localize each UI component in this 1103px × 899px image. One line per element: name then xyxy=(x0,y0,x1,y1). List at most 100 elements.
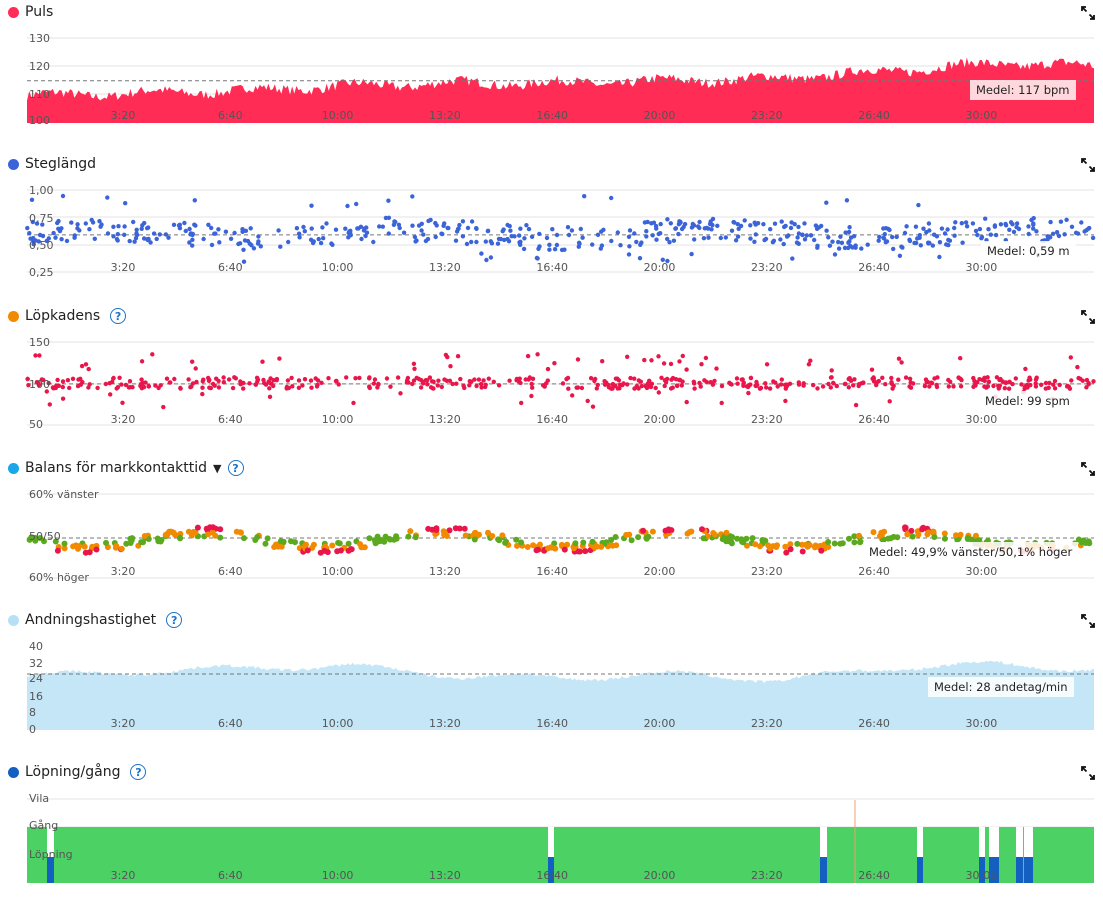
lopkadens-point xyxy=(1069,378,1074,383)
lopkadens-point xyxy=(308,378,314,383)
steglangd-point xyxy=(601,227,606,232)
expand-icon[interactable] xyxy=(1081,766,1095,780)
y-tick-label: 60% vänster xyxy=(29,488,99,501)
steglangd-point xyxy=(401,230,407,235)
panel-puls: 130 120 110 100 3:20 6:40 10:00 13:20 16:40 20:00… xyxy=(0,0,1103,152)
lopkadens-point xyxy=(139,359,145,364)
lopkadens-point xyxy=(411,378,417,383)
lopkadens-point xyxy=(172,376,177,382)
walking-segment xyxy=(917,857,923,883)
steglangd-point xyxy=(723,235,728,240)
balans-point xyxy=(292,539,298,546)
expand-icon[interactable] xyxy=(1081,310,1095,324)
x-tick-label: 3:20 xyxy=(111,413,136,426)
steglangd-point xyxy=(836,246,842,251)
walking-segment xyxy=(979,857,985,883)
chevron-down-icon[interactable]: ▼ xyxy=(213,461,222,475)
lopkadens-point xyxy=(233,376,238,381)
help-icon[interactable]: ? xyxy=(110,308,127,324)
steglangd-point xyxy=(550,227,555,232)
steglangd-point xyxy=(193,223,198,228)
y-tick-label: 0,75 xyxy=(29,212,54,225)
steglangd-point xyxy=(354,201,359,207)
steglangd-point xyxy=(228,236,234,241)
lopkadens-point xyxy=(853,402,859,408)
lopkadens-point xyxy=(474,383,479,389)
x-tick-label: 10:00 xyxy=(322,565,354,578)
steglangd-point xyxy=(183,228,188,234)
lopkadens-point xyxy=(602,382,608,387)
lopkadens-point xyxy=(1057,382,1062,388)
balans-point xyxy=(217,526,224,533)
lopkadens-point xyxy=(710,382,716,387)
expand-icon[interactable] xyxy=(1081,6,1095,20)
balans-point xyxy=(857,538,864,545)
steglangd-point xyxy=(517,233,522,238)
lopkadens-point xyxy=(670,385,675,390)
steglangd-point xyxy=(952,233,957,238)
lopkadens-point xyxy=(150,352,155,357)
x-tick-label: 23:20 xyxy=(751,565,783,578)
lopkadens-point xyxy=(763,381,768,386)
expand-icon[interactable] xyxy=(1081,462,1095,476)
steglangd-point xyxy=(658,231,663,236)
x-tick-label: 6:40 xyxy=(218,869,243,882)
balans-chart: 60% vänster 50/50 60% höger 3:20 6:40 10:00 13… xyxy=(26,488,1094,584)
steglangd-point xyxy=(116,224,121,229)
lopkadens-point xyxy=(645,381,651,386)
help-icon[interactable]: ? xyxy=(130,764,147,780)
steglangd-point xyxy=(689,251,694,257)
expand-icon[interactable] xyxy=(1081,158,1095,172)
steglangd-legend-dot xyxy=(8,158,19,170)
balans-point xyxy=(252,537,259,543)
balans-point xyxy=(973,532,979,539)
steglangd-point xyxy=(410,223,415,228)
lopkadens-point xyxy=(443,352,449,358)
lopkadens-point xyxy=(472,377,477,382)
steglangd-point xyxy=(25,225,30,231)
lopkadens-point xyxy=(507,378,512,383)
steglangd-point xyxy=(1029,217,1034,223)
lopkadens-point xyxy=(775,384,780,389)
x-tick-label: 20:00 xyxy=(644,565,676,578)
lopkadens-point xyxy=(1051,382,1056,387)
steglangd-point xyxy=(912,240,917,246)
steglangd-point xyxy=(615,230,620,235)
steglangd-point xyxy=(242,238,248,243)
lopkadens-point xyxy=(247,381,252,386)
lopkadens-point xyxy=(271,383,276,389)
lopkadens-point xyxy=(431,379,436,384)
lopkadens-point xyxy=(714,366,719,371)
balans-point xyxy=(280,538,287,545)
lopkadens-point xyxy=(119,382,124,387)
steglangd-point xyxy=(578,226,583,232)
help-icon[interactable]: ? xyxy=(227,460,244,476)
walking-segment xyxy=(820,857,827,883)
balans-point xyxy=(54,547,61,554)
x-tick-label: 30:00 xyxy=(966,261,998,274)
steglangd-point xyxy=(850,245,855,250)
lopkadens-point xyxy=(677,359,682,364)
lopkadens-point xyxy=(127,385,133,390)
steglangd-point xyxy=(802,221,807,226)
lopkadens-point xyxy=(83,362,89,367)
steglangd-point xyxy=(485,228,491,234)
balans-point xyxy=(818,547,825,554)
lopkadens-point xyxy=(253,382,258,387)
lopkadens-point xyxy=(911,381,916,386)
help-icon[interactable]: ? xyxy=(166,612,183,628)
steglangd-point xyxy=(294,226,300,231)
steglangd-point xyxy=(824,200,829,205)
lopkadens-point xyxy=(829,375,834,380)
steglangd-point xyxy=(1026,231,1031,237)
lopkadens-point xyxy=(467,383,472,388)
steglangd-point xyxy=(790,256,795,261)
x-tick-label: 10:00 xyxy=(322,261,354,274)
steglangd-point xyxy=(632,231,637,236)
balans-point xyxy=(598,543,605,550)
steglangd-point xyxy=(190,237,195,242)
lopkadens-point xyxy=(26,383,31,388)
lopkadens-point xyxy=(481,378,486,383)
walking-segment xyxy=(989,857,999,883)
expand-icon[interactable] xyxy=(1081,614,1095,628)
